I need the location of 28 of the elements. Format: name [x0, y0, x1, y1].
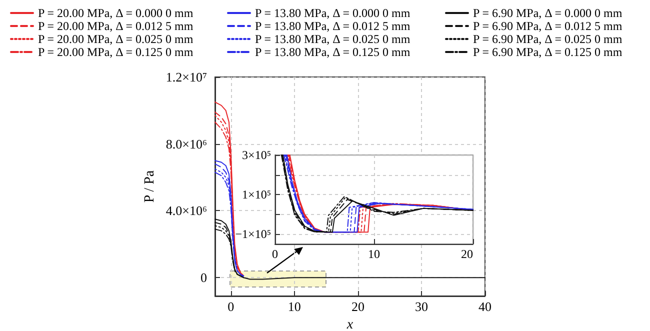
y-tick-label: 4.0×10⁶ — [166, 203, 207, 218]
x-tick-label: 0 — [228, 299, 234, 314]
x-tick-label: 30 — [414, 299, 428, 314]
y-tick-label: 3×10⁵ — [242, 148, 271, 162]
y-tick-label: 8.0×10⁶ — [166, 136, 207, 152]
x-tick-label: 40 — [478, 299, 492, 314]
legend-label: P = 20.00 MPa, Δ = 0.000 0 mm — [38, 6, 194, 20]
y-axis-title: P / Pa — [142, 170, 158, 203]
legend-label: P = 13.80 MPa, Δ = 0.000 0 mm — [255, 6, 411, 20]
legend-label: P = 20.00 MPa, Δ = 0.012 5 mm — [38, 19, 194, 33]
legend-label: P = 6.90 MPa, Δ = 0.125 0 mm — [473, 45, 623, 59]
legend-label: P = 13.80 MPa, Δ = 0.125 0 mm — [255, 45, 411, 59]
x-axis-title: x — [346, 317, 354, 331]
x-tick-label: 10 — [288, 299, 301, 314]
legend-label: P = 20.00 MPa, Δ = 0.125 0 mm — [38, 45, 194, 59]
y-tick-label: 1.2×10⁷ — [166, 70, 207, 84]
legend-label: P = 13.80 MPa, Δ = 0.025 0 mm — [255, 32, 411, 46]
y-tick-label: −1×10⁵ — [235, 227, 271, 242]
x-tick-label: 20 — [351, 299, 364, 314]
legend-label: P = 6.90 MPa, Δ = 0.000 0 mm — [473, 6, 623, 20]
legend-label: P = 6.90 MPa, Δ = 0.012 5 mm — [473, 19, 623, 33]
x-tick-label: 20 — [461, 247, 473, 261]
legend-label: P = 6.90 MPa, Δ = 0.025 0 mm — [473, 32, 623, 46]
legend-label: P = 13.80 MPa, Δ = 0.012 5 mm — [255, 19, 411, 33]
y-tick-label: 1×10⁵ — [242, 188, 271, 202]
legend-label: P = 20.00 MPa, Δ = 0.025 0 mm — [38, 32, 194, 46]
y-tick-label: 0 — [200, 270, 207, 286]
x-tick-label: 10 — [368, 247, 380, 261]
